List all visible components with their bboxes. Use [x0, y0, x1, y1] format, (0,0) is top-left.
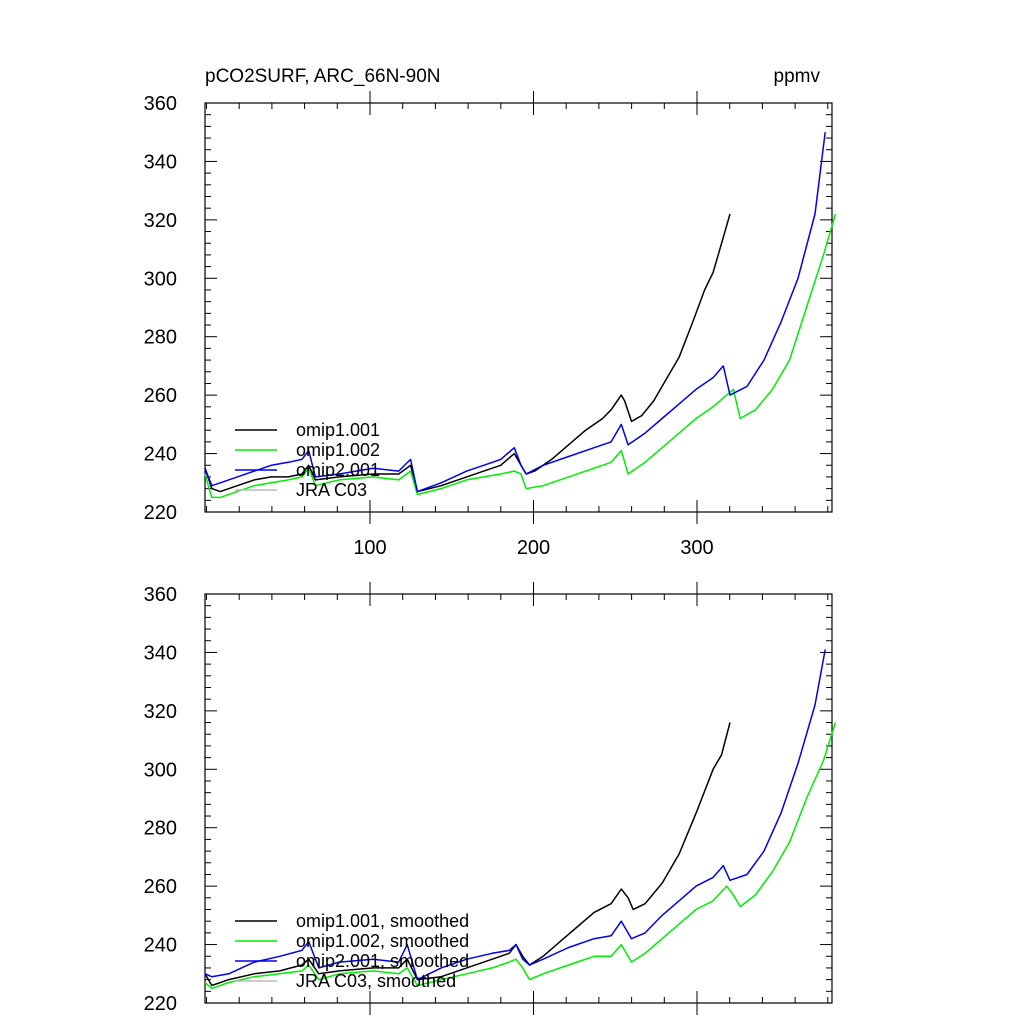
y-tick-label: 280	[144, 818, 177, 840]
legend-label: omip1.002	[296, 440, 380, 460]
units-label: ppmv	[774, 66, 821, 87]
y-tick-label: 360	[144, 93, 177, 115]
x-tick-label: 300	[680, 537, 713, 559]
figure-title: pCO2SURF, ARC_66N-90N	[205, 66, 440, 87]
y-tick-label: 300	[144, 268, 177, 290]
legend-label: omip2.001, smoothed	[296, 951, 469, 971]
top-panel: 220 240 260 280 300 320 340 360 100 200 300 omip1.0…	[144, 91, 837, 559]
y-tick-label: 260	[144, 385, 177, 407]
plot-frame	[204, 593, 833, 1004]
y-tick-label: 340	[144, 642, 177, 664]
legend-label: omip2.001	[296, 460, 380, 480]
series-line-omip1-002	[204, 213, 837, 499]
x-tick-label: 100	[353, 537, 386, 559]
y-tick-label: 320	[144, 701, 177, 723]
y-tick-label: 240	[144, 444, 177, 466]
x-tick-label: 200	[517, 537, 550, 559]
y-tick-label: 220	[144, 993, 177, 1015]
bottom-panel: 220 240 260 280 300 320 340 360 omip1.001, smoot…	[144, 582, 837, 1015]
legend-label: JRA C03, smoothed	[296, 971, 456, 991]
legend-label: omip1.001, smoothed	[296, 911, 469, 931]
series-line-omip2-001	[204, 132, 826, 493]
series-line-omip1-001	[204, 213, 731, 493]
y-tick-label: 320	[144, 210, 177, 232]
legend-label: omip1.001	[296, 420, 380, 440]
y-tick-label: 260	[144, 876, 177, 898]
y-tick-label: 360	[144, 584, 177, 606]
series-line-omip1-002-smoothed	[204, 722, 837, 990]
y-tick-label: 300	[144, 759, 177, 781]
y-tick-label: 340	[144, 151, 177, 173]
y-tick-label: 220	[144, 502, 177, 524]
series-line-omip2-001-smoothed	[204, 649, 826, 981]
plot-frame	[204, 102, 833, 513]
legend-label: JRA C03	[296, 480, 367, 500]
y-tick-label: 240	[144, 935, 177, 957]
legend-label: omip1.002, smoothed	[296, 931, 469, 951]
y-tick-label: 280	[144, 327, 177, 349]
